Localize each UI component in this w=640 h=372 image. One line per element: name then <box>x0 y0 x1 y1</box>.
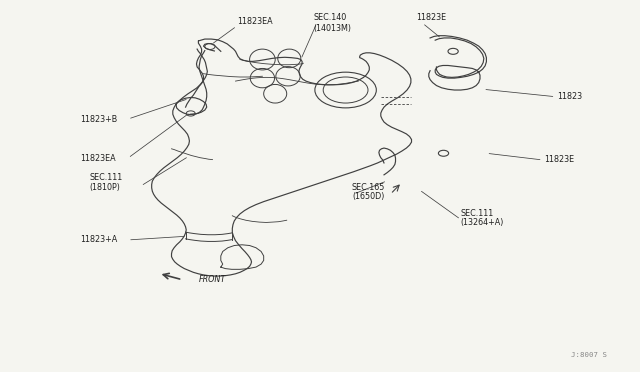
Text: (1810P): (1810P) <box>90 183 120 192</box>
Text: 11823E: 11823E <box>416 13 446 22</box>
Text: SEC.111: SEC.111 <box>461 209 494 218</box>
Text: J:8007 S: J:8007 S <box>571 352 607 358</box>
Text: SEC.165: SEC.165 <box>352 183 385 192</box>
Text: (1650D): (1650D) <box>352 192 385 201</box>
Text: (13264+A): (13264+A) <box>461 218 504 227</box>
Text: 11823+B: 11823+B <box>80 115 117 124</box>
Text: SEC.140: SEC.140 <box>314 13 347 22</box>
Text: 11823: 11823 <box>557 92 582 101</box>
Text: 11823EA: 11823EA <box>237 17 273 26</box>
Text: 11823+A: 11823+A <box>80 235 117 244</box>
Text: 11823EA: 11823EA <box>80 154 116 163</box>
Text: 11823E: 11823E <box>544 155 574 164</box>
Text: (14013M): (14013M) <box>314 24 351 33</box>
Text: SEC.111: SEC.111 <box>90 173 123 182</box>
Text: FRONT: FRONT <box>198 275 226 284</box>
